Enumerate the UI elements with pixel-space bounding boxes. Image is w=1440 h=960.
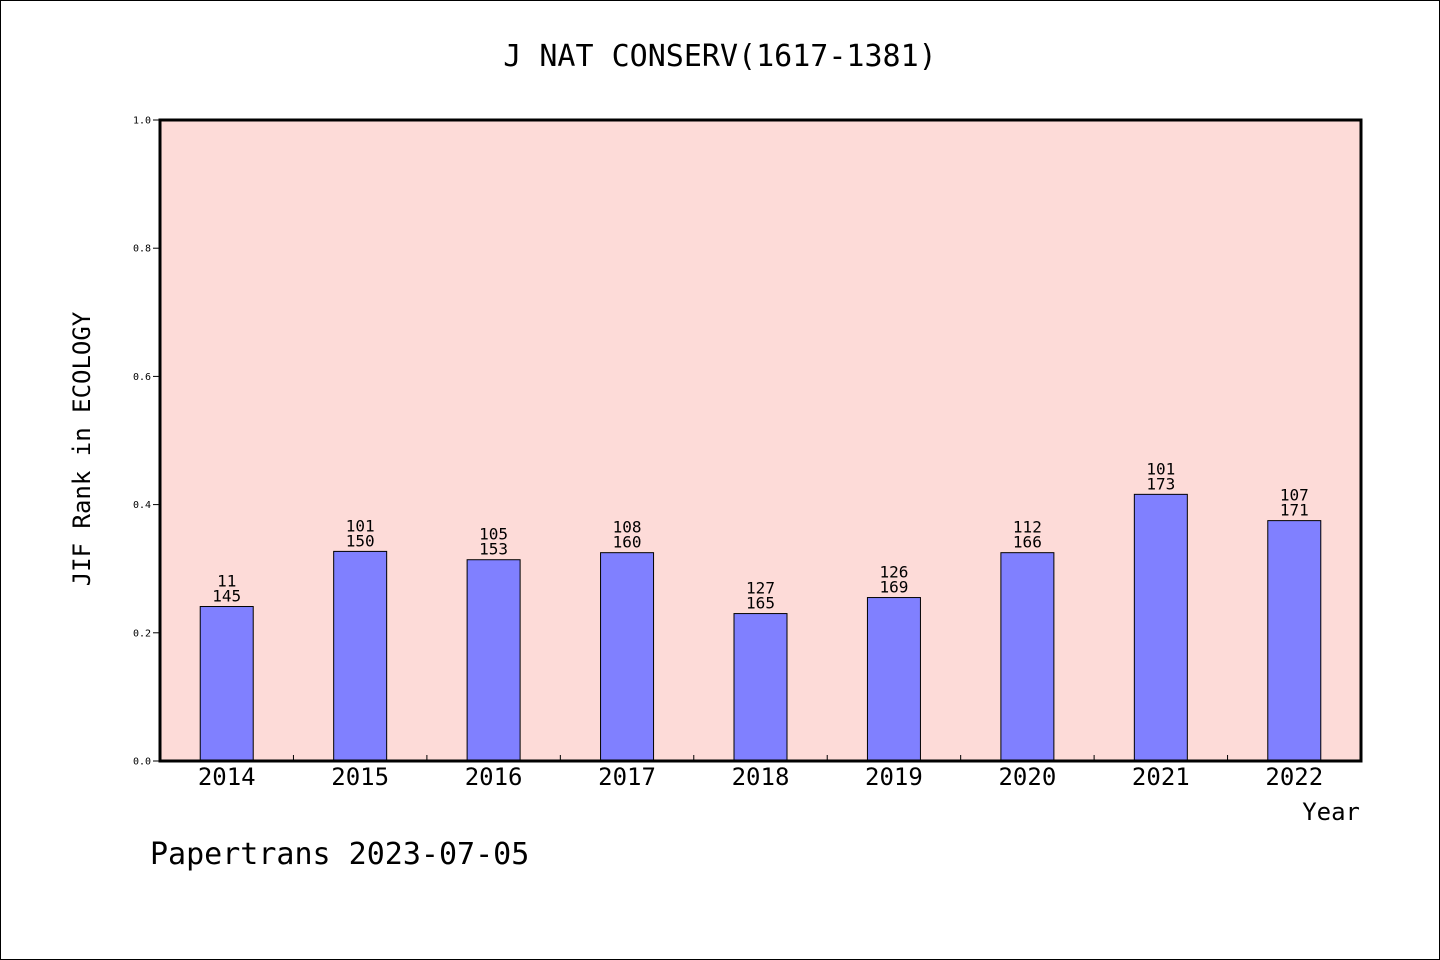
y-tick-label: 0.6 — [133, 372, 151, 383]
bar-label-top: 127 — [746, 579, 775, 598]
watermark: Papertrans 2023-07-05 — [150, 837, 529, 872]
bar-label-top: 107 — [1280, 486, 1309, 505]
bar-label-bottom: 171 — [1280, 501, 1309, 520]
bar-label-bottom: 150 — [346, 531, 375, 550]
bar-label-top: 11 — [217, 572, 236, 591]
bar-label-top: 112 — [1013, 518, 1042, 537]
bar-label-top: 126 — [879, 563, 908, 582]
bar-label-top: 101 — [1146, 459, 1175, 478]
bar — [1267, 520, 1322, 762]
bar-label-top: 101 — [346, 516, 375, 535]
x-tick-label: 2016 — [465, 763, 523, 791]
x-tick-label: 2018 — [732, 763, 790, 791]
x-tick-label: 2020 — [998, 763, 1056, 791]
bar — [600, 552, 655, 762]
bar — [733, 613, 788, 762]
plot-border — [158, 118, 1363, 763]
y-tick-label: 1.0 — [133, 116, 151, 127]
x-tick-label: 2021 — [1132, 763, 1190, 791]
bar — [866, 597, 921, 762]
chart-title: J NAT CONSERV(1617-1381) — [503, 39, 936, 74]
y-axis: 0.0 0.2 0.4 0.6 0.8 1.0 — [133, 116, 160, 768]
x-tick-label: 2022 — [1265, 763, 1323, 791]
x-tick-label: 2014 — [198, 763, 256, 791]
bar-label-bottom: 153 — [479, 540, 508, 559]
y-tick-label: 0.4 — [133, 500, 151, 511]
bar-label-bottom: 160 — [613, 533, 642, 552]
bar — [466, 559, 521, 762]
x-tick-labels-group: 2014 2015 2016 2017 2018 2019 2020 2021 2022 — [198, 763, 1323, 791]
bar-label-top: 108 — [613, 518, 642, 537]
bar — [333, 550, 388, 762]
x-tick-label: 2015 — [331, 763, 389, 791]
y-tick-label: 0.8 — [133, 244, 151, 255]
bar-label-bottom: 165 — [746, 594, 775, 613]
bar — [199, 606, 254, 762]
x-tick-label: 2017 — [598, 763, 656, 791]
bar — [1000, 552, 1055, 762]
x-axis-label: Year — [1302, 798, 1360, 826]
y-tick-label: 0.0 — [133, 757, 151, 768]
bar-label-bottom: 166 — [1013, 533, 1042, 552]
bar — [1133, 493, 1188, 762]
bar-label-bottom: 145 — [212, 587, 241, 606]
y-axis-label: JIF Rank in ECOLOGY — [68, 311, 96, 586]
bar-label-top: 105 — [479, 525, 508, 544]
y-tick-label: 0.2 — [133, 628, 151, 639]
x-tick-label: 2019 — [865, 763, 923, 791]
bar-label-bottom: 169 — [879, 578, 908, 597]
bar-label-bottom: 173 — [1146, 474, 1175, 493]
bars-group — [199, 493, 1322, 762]
